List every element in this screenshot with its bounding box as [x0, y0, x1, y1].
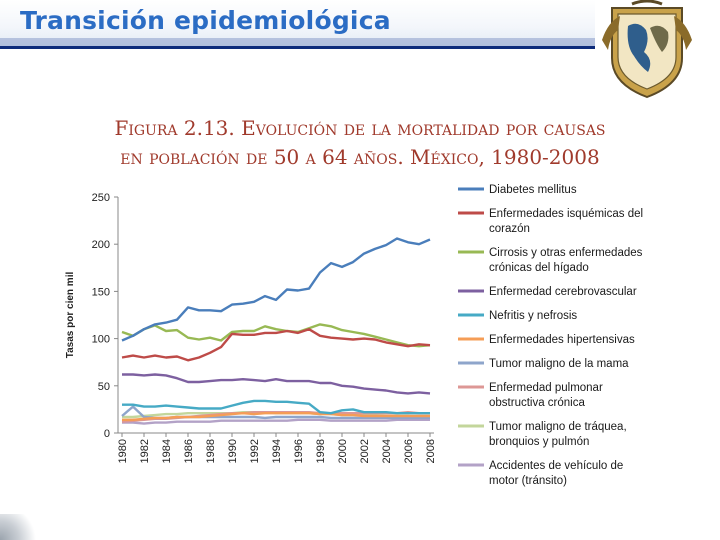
y-tick-label: 250 [92, 192, 110, 204]
x-tick-label: 1992 [249, 439, 261, 463]
x-tick-label: 2002 [359, 439, 371, 463]
x-tick-label: 2000 [337, 439, 349, 463]
legend-label: Accidentes de vehículo de [489, 460, 623, 472]
header-bar [0, 0, 595, 49]
x-tick-label: 1990 [227, 439, 239, 463]
x-tick-label: 1986 [183, 439, 195, 463]
legend-label: Cirrosis y otras enfermedades [489, 247, 643, 259]
series-line [121, 237, 431, 342]
series-line [122, 418, 430, 425]
corner-decoration [0, 514, 40, 540]
y-axis-label: Tasas por cien mil [65, 272, 76, 359]
y-tick-label: 50 [98, 381, 110, 393]
legend-label: Tumor maligno de tráquea, [489, 421, 627, 433]
y-tick-label: 200 [92, 239, 110, 251]
legend-label: Tumor maligno de la mama [489, 358, 629, 370]
figure-title-line-1: Figura 2.13. Evolución de la mortalidad … [114, 116, 606, 140]
legend-label: Nefritis y nefrosis [489, 310, 577, 322]
x-tick-label: 2004 [381, 439, 393, 463]
legend-label: corazón [489, 223, 530, 235]
legend-label: Enfermedades hipertensivas [489, 334, 635, 346]
x-tick-label: 1996 [293, 439, 305, 463]
series-line [122, 373, 431, 395]
series-line [121, 323, 431, 348]
x-tick-label: 1988 [205, 439, 217, 463]
y-tick-label: 100 [92, 334, 110, 346]
x-tick-label: 2006 [403, 439, 415, 463]
x-tick-label: 1994 [271, 439, 283, 463]
legend-label: Enfermedad pulmonar [489, 382, 603, 394]
series-line [121, 328, 431, 362]
x-tick-label: 1982 [139, 439, 151, 463]
legend-label: Diabetes mellitus [489, 184, 577, 196]
legend-label: bronquios y pulmón [489, 436, 589, 448]
series-line [122, 399, 430, 415]
legend-label: Enfermedad cerebrovascular [489, 286, 637, 298]
slide-title: Transición epidemiológica [20, 6, 391, 35]
legend-label: motor (tránsito) [489, 475, 567, 487]
series-line [122, 412, 430, 421]
x-tick-label: 1984 [161, 439, 173, 463]
legend-label: obstructiva crónica [489, 397, 585, 409]
figure-title-line-2: en población de 50 a 64 años. México, 19… [120, 145, 600, 169]
y-tick-label: 150 [92, 286, 110, 298]
legend-label: Enfermedades isquémicas del [489, 208, 643, 220]
legend-label: crónicas del hígado [489, 262, 589, 274]
y-tick-label: 0 [104, 428, 110, 440]
unam-crest-logo [602, 0, 692, 99]
x-tick-label: 2008 [425, 439, 437, 463]
x-tick-label: 1980 [117, 439, 129, 463]
x-tick-label: 1998 [315, 439, 327, 463]
